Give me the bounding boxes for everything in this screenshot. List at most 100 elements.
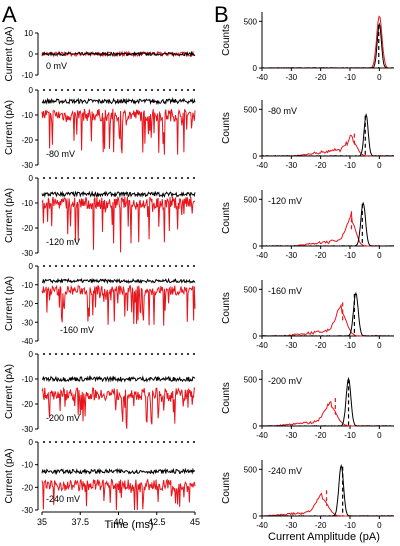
voltage-label: -200 mV bbox=[268, 376, 302, 386]
zero-reference-dot bbox=[109, 177, 111, 179]
y-tick-label: 0 bbox=[253, 152, 258, 161]
zero-reference-dot bbox=[109, 353, 111, 355]
x-tick-label: -20 bbox=[315, 73, 327, 82]
zero-reference-dot bbox=[97, 177, 99, 179]
zero-reference-dot bbox=[79, 177, 81, 179]
zero-reference-dot bbox=[133, 89, 135, 91]
time-axis: 35 37.5 40 42.5 45 bbox=[37, 511, 200, 527]
x-tick-label: 0 bbox=[377, 341, 382, 350]
zero-reference-dot bbox=[55, 441, 57, 443]
zero-reference-dot bbox=[193, 89, 195, 91]
zero-reference-dot bbox=[121, 441, 123, 443]
y-tick-label: -30 bbox=[21, 161, 33, 170]
x-tick-label: -20 bbox=[315, 251, 327, 260]
voltage-label: -80 mV bbox=[46, 149, 75, 159]
black-histogram bbox=[262, 201, 394, 247]
zero-reference-dot bbox=[43, 353, 45, 355]
zero-reference-dot bbox=[61, 441, 63, 443]
x-tick-label: -10 bbox=[344, 251, 356, 260]
y-tick-label: -30 bbox=[21, 318, 33, 327]
zero-reference-dot bbox=[151, 177, 153, 179]
zero-reference-dot bbox=[181, 89, 183, 91]
zero-reference-dot bbox=[127, 353, 129, 355]
zero-reference-dot bbox=[43, 265, 45, 267]
zero-reference-dot bbox=[163, 177, 165, 179]
zero-reference-dot bbox=[97, 265, 99, 267]
x-tick-label: -10 bbox=[344, 341, 356, 350]
x-tick-label: 40 bbox=[113, 517, 123, 527]
x-tick-label: 37.5 bbox=[71, 517, 89, 527]
zero-reference-dot bbox=[103, 265, 105, 267]
x-tick-label: -40 bbox=[256, 341, 268, 350]
red-histogram bbox=[262, 303, 394, 337]
black-current-trace bbox=[41, 97, 196, 106]
histogram-panel-2: 500 0 Counts -40 -30 -20 -10 0 -120 mV bbox=[221, 190, 394, 260]
zero-reference-dot bbox=[175, 353, 177, 355]
x-tick-label: -40 bbox=[256, 73, 268, 82]
zero-reference-dot bbox=[91, 177, 93, 179]
x-tick-label: -10 bbox=[344, 521, 356, 530]
y-axis-label: Current (pA) bbox=[4, 100, 15, 155]
zero-reference-dot bbox=[55, 265, 57, 267]
zero-reference-dot bbox=[133, 441, 135, 443]
trace-panel-1: 0 -10 -20 -30 Current (pA) -80 mV bbox=[4, 86, 196, 170]
zero-reference-dot bbox=[115, 177, 117, 179]
x-tick-label: 45 bbox=[190, 517, 200, 527]
y-axis-label: Counts bbox=[221, 472, 232, 504]
zero-reference-dot bbox=[67, 177, 69, 179]
zero-reference-dot bbox=[109, 265, 111, 267]
x-tick-label: 0 bbox=[377, 521, 382, 530]
zero-reference-dot bbox=[109, 89, 111, 91]
y-tick-label: 0 bbox=[253, 332, 258, 341]
zero-reference-dot bbox=[175, 441, 177, 443]
zero-reference-dot bbox=[157, 89, 159, 91]
zero-reference-dot bbox=[193, 265, 195, 267]
zero-reference-dot bbox=[157, 441, 159, 443]
zero-reference-dot bbox=[157, 353, 159, 355]
zero-reference-dot bbox=[115, 353, 117, 355]
zero-reference-dot bbox=[145, 441, 147, 443]
y-tick-label: -10 bbox=[21, 199, 33, 208]
zero-reference-dot bbox=[79, 441, 81, 443]
y-tick-label: 500 bbox=[244, 17, 258, 26]
zero-reference-dot bbox=[85, 441, 87, 443]
zero-reference-dot bbox=[43, 441, 45, 443]
zero-reference-dot bbox=[73, 441, 75, 443]
histogram-panel-5: 500 0 Counts -40 -30 -20 -10 0 -240 mV bbox=[221, 460, 395, 530]
zero-reference-dot bbox=[91, 353, 93, 355]
zero-reference-dot bbox=[61, 177, 63, 179]
zero-reference-dot bbox=[55, 89, 57, 91]
zero-reference-dot bbox=[103, 441, 105, 443]
black-histogram bbox=[262, 291, 395, 337]
black-histogram bbox=[261, 376, 395, 427]
zero-reference-dot bbox=[145, 265, 147, 267]
zero-reference-dot bbox=[43, 177, 45, 179]
zero-reference-dot bbox=[121, 89, 123, 91]
zero-reference-dot bbox=[163, 353, 165, 355]
zero-reference-dot bbox=[145, 89, 147, 91]
zero-reference-dot bbox=[73, 353, 75, 355]
zero-reference-dot bbox=[43, 89, 45, 91]
zero-reference-dot bbox=[73, 177, 75, 179]
x-tick-label: 0 bbox=[377, 431, 382, 440]
y-tick-label: -10 bbox=[21, 461, 33, 470]
zero-reference-dot bbox=[49, 441, 51, 443]
zero-reference-dot bbox=[127, 177, 129, 179]
black-histogram bbox=[261, 22, 395, 69]
x-tick-label: -10 bbox=[344, 431, 356, 440]
y-tick-label: -20 bbox=[21, 224, 33, 233]
zero-reference-dot bbox=[85, 89, 87, 91]
zero-reference-dot bbox=[97, 353, 99, 355]
y-tick-label: 0 bbox=[253, 422, 258, 431]
y-tick-label: -30 bbox=[21, 506, 33, 515]
red-histogram bbox=[261, 212, 394, 247]
red-histogram bbox=[261, 400, 394, 427]
y-axis-label: Current (pA) bbox=[4, 26, 15, 81]
zero-reference-dot bbox=[187, 177, 189, 179]
trace-panel-5: 0 -10 -20 -30 Current (pA) -240 mV bbox=[4, 438, 196, 515]
zero-reference-dot bbox=[169, 177, 171, 179]
zero-reference-dot bbox=[127, 265, 129, 267]
zero-reference-dot bbox=[49, 89, 51, 91]
red-histogram bbox=[261, 492, 394, 517]
zero-reference-dot bbox=[97, 441, 99, 443]
